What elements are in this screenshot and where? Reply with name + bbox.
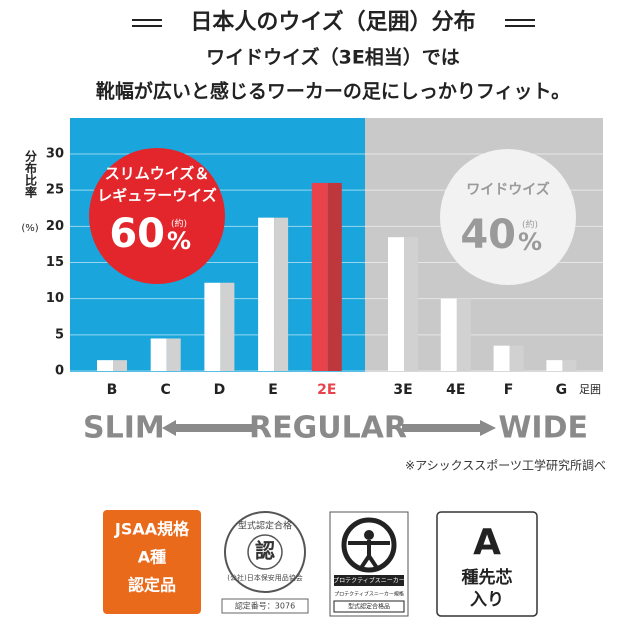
group-circle	[89, 148, 225, 284]
y-tick-label: 15	[46, 255, 64, 270]
x-tick-label: C	[161, 382, 171, 398]
bar-side	[404, 237, 418, 371]
sneaker-text: 型式認定合格品	[348, 603, 390, 611]
group-label: レギュラーウイズ	[97, 187, 217, 205]
sneaker-pass-box	[333, 600, 405, 613]
bar-side	[509, 345, 524, 371]
seal-number-box	[221, 598, 309, 614]
bar-front	[546, 360, 563, 371]
group-circles: スリムウイズ＆ レギュラーウイズ 60 (約)% ワイドウイズ 40 (約)%	[89, 148, 576, 285]
subtitle: ワイドウイズ（3E相当）では	[206, 46, 460, 69]
x-tick-label: 2E	[317, 382, 336, 398]
bar-front	[150, 338, 167, 371]
group-unit: %	[518, 228, 542, 256]
bar-front	[97, 360, 113, 371]
group-approx: (約)	[522, 219, 538, 231]
y-axis-label: 分布比率	[24, 149, 38, 199]
y-tick-label: 0	[55, 364, 64, 379]
x-tick-label: 4E	[446, 382, 465, 398]
y-axis-unit: (%)	[21, 223, 38, 234]
bar-side	[562, 360, 577, 371]
bar	[440, 298, 471, 371]
x-tick-label: F	[504, 382, 514, 398]
toe-badge	[436, 511, 538, 617]
x-axis-label: 足囲	[579, 383, 601, 396]
bar	[311, 182, 342, 371]
scale-label: REGULAR	[249, 411, 407, 446]
bar-front	[204, 282, 221, 371]
bar-front	[311, 182, 328, 371]
y-tick-label: 30	[46, 147, 64, 162]
seal-text: 認	[255, 539, 275, 563]
group-label: ワイドウイズ	[466, 181, 550, 198]
group-share: 60	[109, 211, 165, 257]
bar-side	[166, 338, 181, 371]
scale-label: SLIM	[83, 411, 165, 446]
group-share: 40	[460, 212, 516, 258]
seal	[247, 534, 283, 570]
bar	[150, 338, 181, 371]
sneaker-brand-bar	[334, 575, 404, 586]
seal-text: 認定番号：3076	[235, 601, 295, 611]
x-tick-label: 3E	[393, 382, 412, 398]
bar-side	[274, 217, 289, 371]
chart-title: 日本人のウイズ（足囲）分布	[190, 9, 475, 35]
group-unit: %	[167, 227, 191, 255]
badge-text: A種	[138, 548, 166, 567]
sneaker-icon	[364, 530, 374, 540]
bar	[388, 237, 418, 371]
bar-front	[258, 217, 275, 371]
bar	[546, 360, 577, 371]
group-label: スリムウイズ＆	[105, 165, 210, 183]
bars	[97, 182, 577, 371]
bar-front	[388, 237, 404, 371]
x-tick-label: E	[268, 382, 278, 398]
bar-side	[327, 182, 342, 371]
sneaker-icon	[348, 540, 390, 570]
y-tick-label: 10	[46, 291, 64, 306]
y-tick-label: 5	[55, 327, 64, 342]
x-tick-label: G	[556, 382, 568, 398]
bar	[258, 217, 289, 371]
bar-side	[456, 298, 471, 371]
y-tick-label: 20	[46, 219, 64, 234]
bar-front	[493, 345, 510, 371]
seal-text: (公社)日本保安用品協会	[227, 573, 302, 582]
bar-side	[113, 360, 127, 371]
x-tick-label: D	[214, 382, 226, 398]
toe-text: A	[473, 522, 501, 563]
toe-text: 入り	[470, 590, 504, 610]
group-circle	[440, 149, 576, 285]
badge-text: JSAA規格	[114, 520, 190, 539]
subtitle: 靴幅が広いと感じるワーカーの足にしっかりフィット。	[96, 80, 570, 103]
bar	[493, 345, 524, 371]
bar-front	[440, 298, 457, 371]
badge-text: 認定品	[128, 576, 176, 595]
sneaker-text: プロテクティブスニーカー規格	[334, 591, 404, 598]
group-approx: (約)	[171, 218, 187, 230]
bar-side	[220, 282, 235, 371]
arrow	[162, 420, 252, 436]
jsaa-badge	[103, 510, 201, 614]
bar	[204, 282, 235, 371]
sneaker-text: プロテクティブスニーカー	[333, 577, 405, 585]
seal-text: 型式認定合格	[238, 520, 292, 532]
bar	[97, 360, 127, 371]
arrow	[402, 420, 496, 436]
footnote: ※アシックススポーツ工学研究所調べ	[405, 458, 606, 473]
x-tick-label: B	[107, 382, 118, 398]
y-tick-label: 25	[46, 183, 64, 198]
scale-label: WIDE	[498, 411, 588, 446]
toe-text: 種先芯	[462, 567, 513, 588]
